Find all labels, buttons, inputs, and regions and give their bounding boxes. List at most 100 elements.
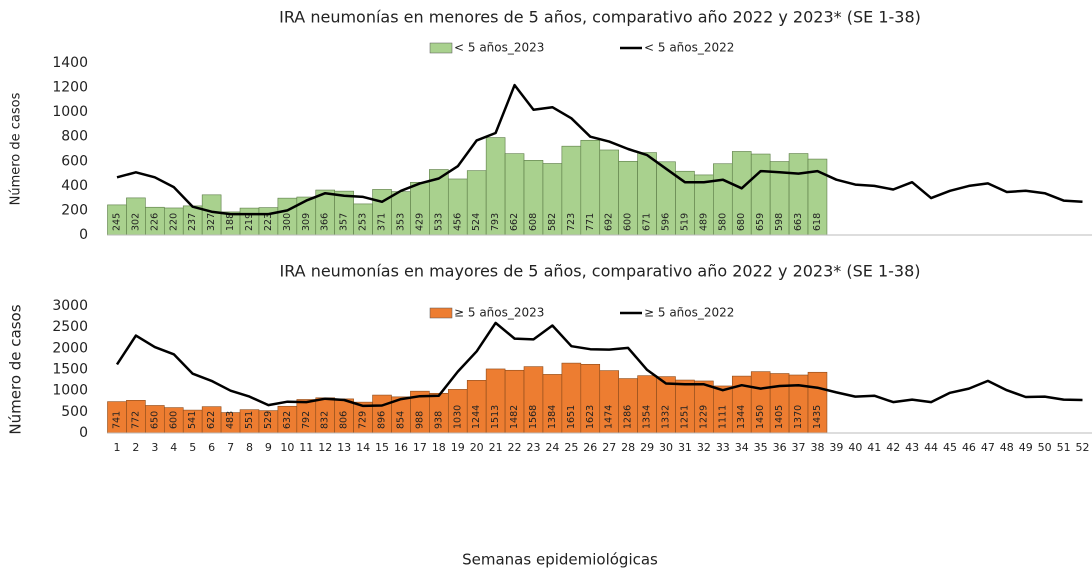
data-label: 1450 xyxy=(755,405,766,429)
legend-swatch xyxy=(429,42,453,54)
x-tick-label: 22 xyxy=(508,441,522,454)
x-tick-label: 18 xyxy=(432,441,446,454)
data-label: 541 xyxy=(187,411,198,429)
data-label: 366 xyxy=(320,213,331,231)
data-label: 1030 xyxy=(452,405,463,429)
data-label: 729 xyxy=(358,411,369,429)
x-tick-label: 31 xyxy=(678,441,692,454)
x-tick-label: 28 xyxy=(621,441,635,454)
x-tick-label: 5 xyxy=(189,441,196,454)
data-label: 723 xyxy=(566,213,577,231)
x-tick-label: 6 xyxy=(208,441,215,454)
x-tick-label: 43 xyxy=(905,441,919,454)
x-tick-label: 11 xyxy=(299,441,313,454)
data-label: 608 xyxy=(528,213,539,231)
data-label: 1244 xyxy=(471,405,482,429)
chart-title: IRA neumonías en menores de 5 años, comp… xyxy=(279,8,921,27)
data-label: 650 xyxy=(149,411,160,429)
x-tick-label: 48 xyxy=(1000,441,1014,454)
data-label: 353 xyxy=(395,213,406,231)
data-label: 600 xyxy=(623,213,634,231)
data-label: 371 xyxy=(377,213,388,231)
data-label: 671 xyxy=(642,213,653,231)
data-label: 1568 xyxy=(528,405,539,429)
data-label: 741 xyxy=(111,411,122,429)
data-label: 327 xyxy=(206,213,217,231)
y-tick-label: 500 xyxy=(61,404,88,420)
x-tick-label: 46 xyxy=(962,441,976,454)
data-label: 793 xyxy=(490,213,501,231)
data-label: 524 xyxy=(471,213,482,231)
x-tick-label: 29 xyxy=(640,441,654,454)
x-tick-label: 42 xyxy=(886,441,900,454)
data-label: 302 xyxy=(130,213,141,231)
data-label: 600 xyxy=(168,411,179,429)
x-tick-label: 24 xyxy=(545,441,559,454)
y-tick-label: 1200 xyxy=(52,80,88,96)
data-label: 1435 xyxy=(812,405,823,429)
y-tick-label: 800 xyxy=(61,129,88,145)
x-tick-label: 27 xyxy=(602,441,616,454)
data-label: 771 xyxy=(585,213,596,231)
x-tick-label: 39 xyxy=(829,441,843,454)
data-label: 632 xyxy=(282,411,293,429)
x-tick-label: 36 xyxy=(773,441,787,454)
data-label: 223 xyxy=(263,213,274,231)
x-tick-label: 26 xyxy=(583,441,597,454)
legend-label: ≥ 5 años_2023 xyxy=(454,306,544,320)
legend-label: < 5 años_2022 xyxy=(644,41,734,55)
y-axis-title: Número de casos xyxy=(7,304,25,434)
y-tick-label: 0 xyxy=(79,425,88,441)
data-label: 1513 xyxy=(490,405,501,429)
data-label: 659 xyxy=(755,213,766,231)
y-tick-label: 1000 xyxy=(52,104,88,120)
x-tick-label: 21 xyxy=(489,441,503,454)
x-tick-label: 38 xyxy=(810,441,824,454)
data-label: 663 xyxy=(793,213,804,231)
data-label: 1405 xyxy=(774,405,785,429)
line-series xyxy=(116,83,1083,216)
x-tick-label: 7 xyxy=(227,441,234,454)
y-tick-label: 400 xyxy=(61,178,88,194)
data-label: 551 xyxy=(244,411,255,429)
data-label: 622 xyxy=(206,411,217,429)
data-label: 300 xyxy=(282,213,293,231)
x-tick-label: 16 xyxy=(394,441,408,454)
data-label: 772 xyxy=(130,411,141,429)
data-label: 1111 xyxy=(717,405,728,429)
x-tick-label: 41 xyxy=(867,441,881,454)
data-label: 529 xyxy=(263,411,274,429)
data-label: 1370 xyxy=(793,405,804,429)
x-tick-label: 23 xyxy=(526,441,540,454)
x-tick-label: 40 xyxy=(848,441,862,454)
data-label: 692 xyxy=(604,213,615,231)
data-label: 896 xyxy=(377,411,388,429)
x-tick-label: 10 xyxy=(280,441,294,454)
x-tick-label: 51 xyxy=(1057,441,1071,454)
x-tick-label: 20 xyxy=(470,441,484,454)
x-tick-label: 1 xyxy=(113,441,120,454)
data-label: 680 xyxy=(736,213,747,231)
data-label: 1251 xyxy=(679,405,690,429)
data-label: 429 xyxy=(414,213,425,231)
data-label: 662 xyxy=(509,213,520,231)
x-tick-label: 37 xyxy=(792,441,806,454)
x-tick-label: 34 xyxy=(735,441,749,454)
y-tick-label: 600 xyxy=(61,153,88,169)
data-label: 1623 xyxy=(585,405,596,429)
x-tick-label: 15 xyxy=(375,441,389,454)
x-tick-label: 8 xyxy=(246,441,253,454)
x-tick-label: 32 xyxy=(697,441,711,454)
data-label: 1474 xyxy=(604,405,615,429)
data-label: 1332 xyxy=(661,405,672,429)
x-tick-label: 17 xyxy=(413,441,427,454)
x-tick-label: 52 xyxy=(1076,441,1090,454)
y-tick-label: 1500 xyxy=(52,362,88,378)
x-tick-label: 19 xyxy=(451,441,465,454)
data-label: 1384 xyxy=(547,405,558,429)
data-label: 245 xyxy=(111,213,122,231)
chart-title: IRA neumonías en mayores de 5 años, comp… xyxy=(279,262,920,281)
x-tick-label: 9 xyxy=(265,441,272,454)
data-label: 456 xyxy=(452,213,463,231)
x-axis-title: Semanas epidemiológicas xyxy=(462,551,658,569)
